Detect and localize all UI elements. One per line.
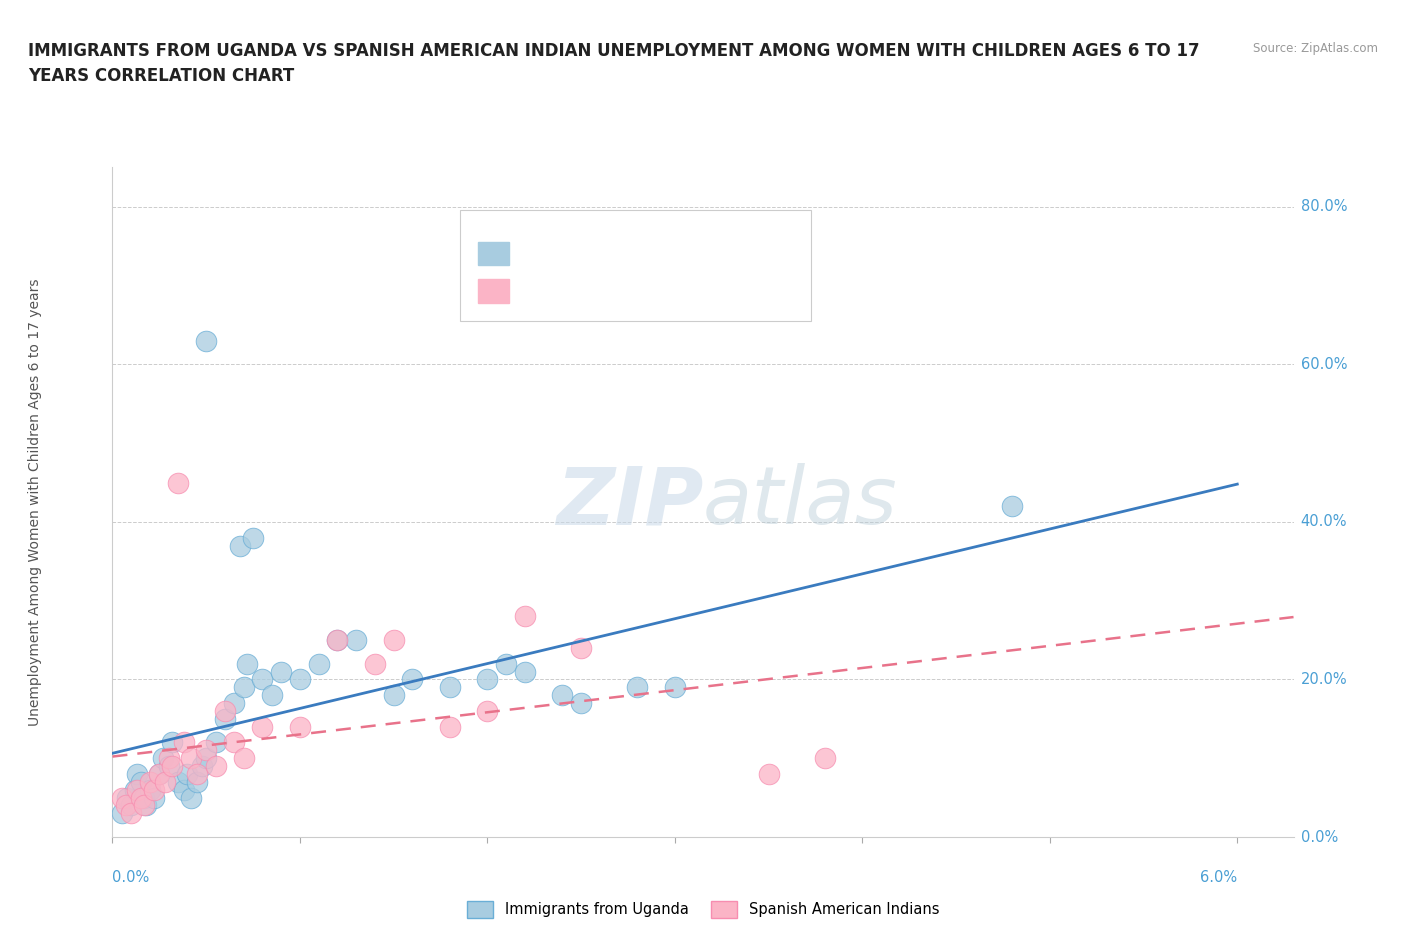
Point: [814, 751, 837, 765]
Point: [125, 782, 148, 797]
Point: [114, 798, 136, 813]
Point: [148, 766, 170, 781]
Point: [401, 672, 423, 687]
Point: [191, 759, 214, 774]
Point: [232, 751, 254, 765]
Point: [186, 766, 208, 781]
Point: [111, 806, 134, 821]
Point: [129, 775, 152, 790]
Point: [308, 657, 330, 671]
Point: [180, 751, 202, 765]
Point: [495, 657, 517, 671]
Point: [326, 632, 349, 647]
Point: [551, 688, 574, 703]
Text: atlas: atlas: [703, 463, 898, 541]
Point: [139, 775, 162, 790]
Text: IMMIGRANTS FROM UGANDA VS SPANISH AMERICAN INDIAN UNEMPLOYMENT AMONG WOMEN WITH : IMMIGRANTS FROM UGANDA VS SPANISH AMERIC…: [28, 42, 1199, 60]
Point: [214, 711, 236, 726]
Point: [173, 735, 195, 750]
Point: [236, 657, 259, 671]
Point: [148, 766, 170, 781]
Point: [157, 751, 180, 765]
Point: [167, 475, 190, 490]
Point: [167, 775, 190, 790]
Point: [195, 743, 218, 758]
Text: 0.0%: 0.0%: [1301, 830, 1337, 844]
Point: [157, 759, 180, 774]
Point: [364, 657, 387, 671]
Point: [382, 632, 405, 647]
Point: [224, 735, 246, 750]
Point: [270, 664, 292, 679]
Point: [204, 735, 226, 750]
Point: [229, 538, 252, 553]
Point: [382, 688, 405, 703]
Point: [125, 766, 148, 781]
Point: [180, 790, 202, 805]
Text: Source: ZipAtlas.com: Source: ZipAtlas.com: [1253, 42, 1378, 55]
Point: [439, 680, 461, 695]
Point: [195, 333, 218, 348]
Point: [117, 790, 139, 805]
Point: [288, 672, 311, 687]
Text: ZIP: ZIP: [555, 463, 703, 541]
Point: [195, 751, 218, 765]
Point: [153, 775, 176, 790]
Point: [513, 664, 536, 679]
Text: R =  0.461   N = 27: R = 0.461 N = 27: [517, 246, 673, 260]
Point: [626, 680, 648, 695]
Point: [134, 790, 156, 805]
Point: [569, 641, 592, 656]
Point: [186, 775, 208, 790]
Point: [252, 719, 274, 734]
Point: [758, 766, 780, 781]
Text: 6.0%: 6.0%: [1201, 870, 1237, 884]
Point: [513, 609, 536, 624]
Point: [260, 688, 283, 703]
Point: [288, 719, 311, 734]
Point: [162, 735, 184, 750]
Text: 80.0%: 80.0%: [1301, 199, 1347, 214]
Point: [129, 790, 152, 805]
Point: [477, 672, 499, 687]
Text: Unemployment Among Women with Children Ages 6 to 17 years: Unemployment Among Women with Children A…: [28, 278, 42, 726]
Text: 0.0%: 0.0%: [112, 870, 149, 884]
Point: [139, 782, 162, 797]
Point: [135, 798, 157, 813]
Point: [214, 703, 236, 718]
Point: [477, 703, 499, 718]
Text: 40.0%: 40.0%: [1301, 514, 1347, 529]
Point: [120, 798, 142, 813]
Text: R = -0.140   N = 22: R = -0.140 N = 22: [517, 284, 673, 299]
Point: [142, 782, 165, 797]
Point: [111, 790, 134, 805]
Point: [124, 782, 146, 797]
Point: [252, 672, 274, 687]
Text: 60.0%: 60.0%: [1301, 357, 1347, 372]
Point: [134, 798, 156, 813]
Point: [162, 759, 184, 774]
Point: [569, 696, 592, 711]
Point: [152, 751, 174, 765]
Point: [232, 680, 254, 695]
Point: [1001, 498, 1024, 513]
Point: [173, 782, 195, 797]
Point: [204, 759, 226, 774]
Point: [344, 632, 367, 647]
Point: [176, 766, 198, 781]
Point: [120, 806, 142, 821]
Point: [142, 790, 165, 805]
Text: 20.0%: 20.0%: [1301, 672, 1347, 687]
Point: [242, 530, 264, 545]
Point: [224, 696, 246, 711]
Point: [439, 719, 461, 734]
Point: [664, 680, 686, 695]
Text: YEARS CORRELATION CHART: YEARS CORRELATION CHART: [28, 67, 294, 85]
Point: [326, 632, 349, 647]
Legend: Immigrants from Uganda, Spanish American Indians: Immigrants from Uganda, Spanish American…: [461, 895, 945, 923]
